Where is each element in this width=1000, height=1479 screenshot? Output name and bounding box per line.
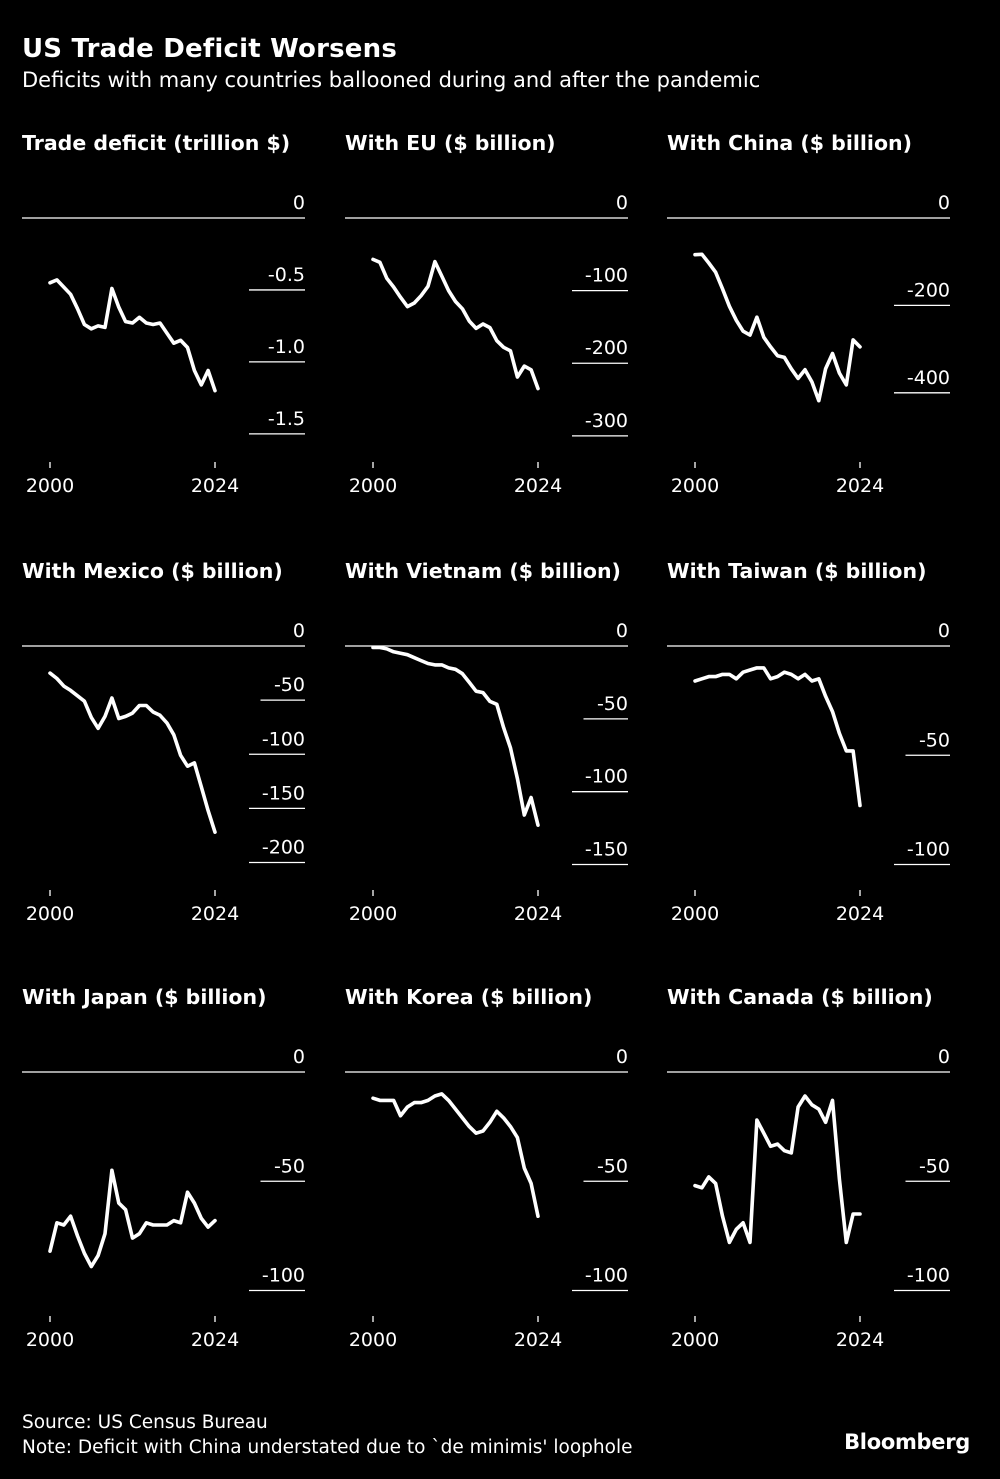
- x-tick-label: 2024: [191, 1329, 239, 1351]
- y-tick-label: -100: [585, 766, 628, 788]
- panel-china: With China ($ billion) 0 -200 -400 2000 2024: [667, 130, 957, 510]
- panel-taiwan: With Taiwan ($ billion) 0 -50 -100 2000 2024: [667, 558, 957, 938]
- panel-korea: With Korea ($ billion) 0 -50 -100 2000 2024: [345, 984, 635, 1364]
- x-tick-label: 2000: [349, 903, 397, 925]
- y-tick-label: -50: [274, 674, 305, 696]
- panel-title: With China ($ billion): [667, 131, 912, 155]
- panel-canada: With Canada ($ billion) 0 -50 -100 2000 2024: [667, 984, 957, 1364]
- y-tick-label: -0.5: [268, 264, 305, 286]
- series-line: [693, 252, 862, 403]
- panel-total: Trade deficit (trillion $) 0 -0.5 -1.0 -1.5…: [22, 130, 312, 510]
- bloomberg-logo: Bloomberg: [844, 1430, 970, 1454]
- y-tick-label: -50: [274, 1155, 305, 1177]
- y-tick-label: 0: [938, 620, 950, 642]
- panel-chart: 0 -50 -100 2000 2024: [345, 1046, 628, 1351]
- y-tick-label: -200: [907, 279, 950, 301]
- y-tick-label: 0: [616, 620, 628, 642]
- panel-title: With Vietnam ($ billion): [345, 559, 621, 583]
- x-tick-label: 2000: [26, 903, 74, 925]
- panel-title: With EU ($ billion): [345, 131, 556, 155]
- panel-japan: With Japan ($ billion) 0 -50 -100 2000 2024: [22, 984, 312, 1364]
- panel-title: With Mexico ($ billion): [22, 559, 283, 583]
- x-tick-label: 2000: [671, 903, 719, 925]
- panel-chart: 0 -50 -100 2000 2024: [667, 620, 950, 925]
- x-tick-label: 2000: [26, 1329, 74, 1351]
- y-tick-label: -1.0: [268, 336, 305, 358]
- y-tick-label: -400: [907, 367, 950, 389]
- series-line: [371, 1092, 540, 1218]
- y-tick-label: -100: [585, 1265, 628, 1287]
- x-tick-label: 2000: [26, 475, 74, 497]
- series-line: [48, 671, 217, 835]
- panel-chart: 0 -50 -100 2000 2024: [22, 1046, 305, 1351]
- y-tick-label: -100: [585, 265, 628, 287]
- panel-vietnam: With Vietnam ($ billion) 0 -50 -100 -150 200…: [345, 558, 635, 938]
- x-tick-label: 2024: [836, 903, 884, 925]
- y-tick-label: -100: [907, 839, 950, 861]
- y-tick-label: -100: [262, 1265, 305, 1287]
- y-tick-label: -150: [585, 839, 628, 861]
- source-note: Source: US Census Bureau: [22, 1412, 268, 1433]
- series-line: [371, 257, 540, 391]
- x-tick-label: 2000: [349, 1329, 397, 1351]
- panel-title: With Korea ($ billion): [345, 985, 593, 1009]
- panel-title: Trade deficit (trillion $): [22, 131, 291, 155]
- panel-mexico: With Mexico ($ billion) 0 -50 -100 -150 -200…: [22, 558, 312, 938]
- panel-chart: 0 -0.5 -1.0 -1.5 2000 2024: [22, 192, 305, 497]
- footnote: Note: Deficit with China understated due…: [22, 1437, 633, 1458]
- panel-chart: 0 -100 -200 -300 2000 2024: [345, 192, 628, 497]
- panel-chart: 0 -200 -400 2000 2024: [667, 192, 950, 497]
- panel-chart: 0 -50 -100 2000 2024: [667, 1046, 950, 1351]
- x-tick-label: 2024: [514, 475, 562, 497]
- x-tick-label: 2024: [191, 903, 239, 925]
- series-line: [48, 1168, 217, 1269]
- y-tick-label: 0: [293, 192, 305, 214]
- x-tick-label: 2000: [671, 1329, 719, 1351]
- x-tick-label: 2024: [836, 475, 884, 497]
- y-tick-label: 0: [293, 620, 305, 642]
- x-tick-label: 2024: [514, 1329, 562, 1351]
- y-tick-label: 0: [616, 1046, 628, 1068]
- x-tick-label: 2000: [671, 475, 719, 497]
- y-tick-label: -50: [919, 729, 950, 751]
- x-tick-label: 2000: [349, 475, 397, 497]
- panel-chart: 0 -50 -100 -150 -200 2000 2024: [22, 620, 305, 925]
- x-tick-label: 2024: [836, 1329, 884, 1351]
- y-tick-label: -50: [919, 1155, 950, 1177]
- panel-title: With Taiwan ($ billion): [667, 559, 927, 583]
- y-tick-label: -1.5: [268, 408, 305, 430]
- panel-eu: With EU ($ billion) 0 -100 -200 -300 2000 202…: [345, 130, 635, 510]
- series-line: [693, 666, 862, 808]
- series-line: [48, 278, 217, 393]
- y-tick-label: -50: [597, 1155, 628, 1177]
- x-tick-label: 2024: [514, 903, 562, 925]
- y-tick-label: -300: [585, 410, 628, 432]
- panel-chart: 0 -50 -100 -150 2000 2024: [345, 620, 628, 925]
- y-tick-label: 0: [938, 192, 950, 214]
- y-tick-label: 0: [293, 1046, 305, 1068]
- chart-subtitle: Deficits with many countries ballooned d…: [22, 68, 761, 92]
- y-tick-label: -150: [262, 782, 305, 804]
- y-tick-label: -100: [907, 1265, 950, 1287]
- series-line: [371, 645, 540, 828]
- y-tick-label: 0: [938, 1046, 950, 1068]
- y-tick-label: -50: [597, 693, 628, 715]
- series-line: [693, 1094, 862, 1245]
- panel-title: With Japan ($ billion): [22, 985, 267, 1009]
- panel-title: With Canada ($ billion): [667, 985, 933, 1009]
- y-tick-label: -200: [262, 837, 305, 859]
- y-tick-label: 0: [616, 192, 628, 214]
- y-tick-label: -100: [262, 728, 305, 750]
- x-tick-label: 2024: [191, 475, 239, 497]
- chart-title: US Trade Deficit Worsens: [22, 34, 398, 64]
- y-tick-label: -200: [585, 337, 628, 359]
